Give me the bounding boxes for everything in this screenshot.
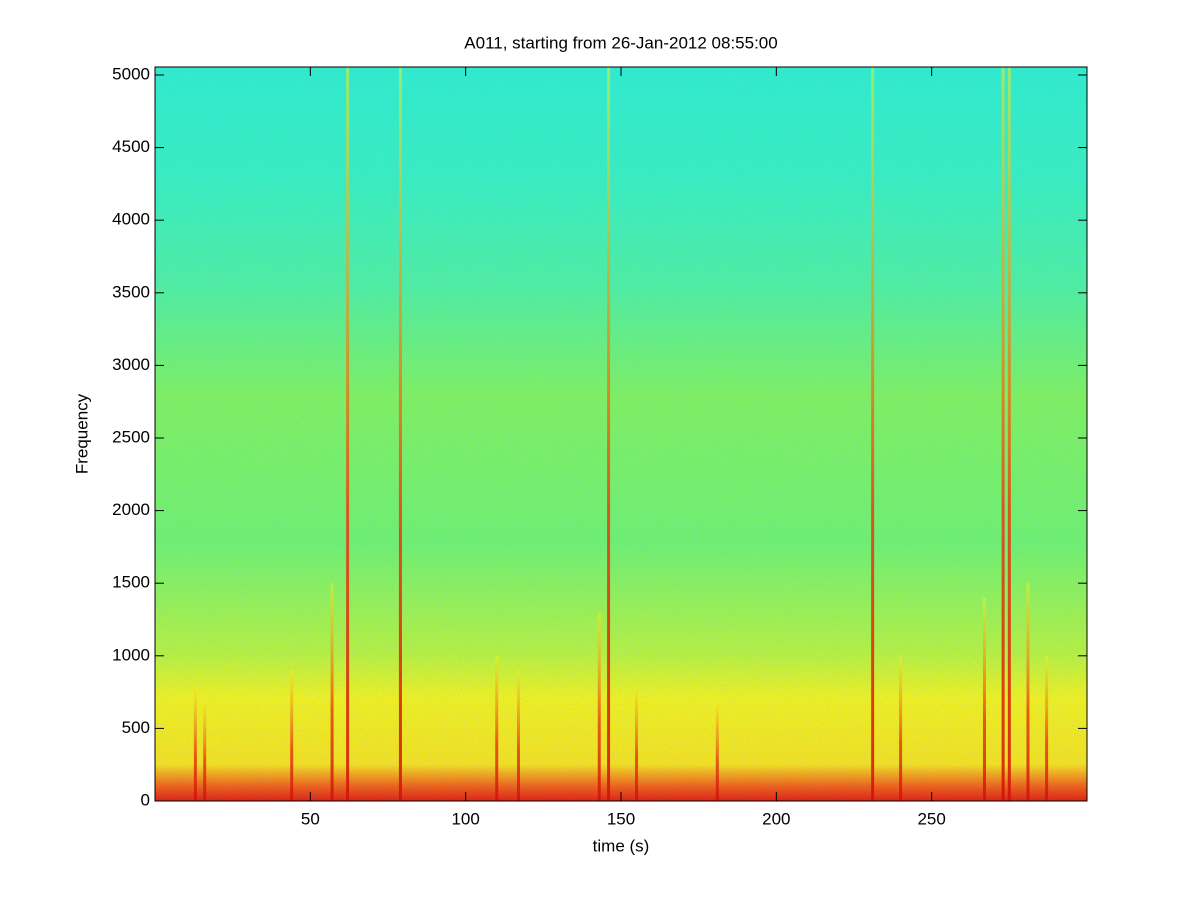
y-tick-label: 500 xyxy=(122,718,150,737)
spectral-streak xyxy=(1026,583,1030,801)
spectral-streak xyxy=(1045,655,1049,801)
spectral-streak xyxy=(871,67,875,801)
chart-title: A011, starting from 26-Jan-2012 08:55:00 xyxy=(464,33,777,52)
x-tick-label: 200 xyxy=(762,809,790,828)
spectral-streak xyxy=(398,67,402,801)
spectral-streak xyxy=(899,655,903,801)
spectral-streak xyxy=(1001,67,1005,801)
spectral-streak xyxy=(635,684,639,801)
y-axis-label: Frequency xyxy=(72,393,91,474)
spectral-streak xyxy=(290,670,294,801)
spectral-streak xyxy=(597,612,601,801)
spectral-streak xyxy=(495,655,499,801)
y-tick-label: 5000 xyxy=(112,64,150,83)
y-tick-label: 3000 xyxy=(112,355,150,374)
spectrogram-noise xyxy=(155,67,1087,801)
y-tick-label: 2000 xyxy=(112,500,150,519)
spectral-streak xyxy=(330,583,334,801)
spectral-streak xyxy=(516,670,520,801)
x-tick-label: 250 xyxy=(917,809,945,828)
y-tick-label: 3500 xyxy=(112,282,150,301)
spectral-streak xyxy=(715,699,719,801)
x-tick-label: 150 xyxy=(607,809,635,828)
spectral-streak xyxy=(982,597,986,801)
y-tick-label: 1000 xyxy=(112,645,150,664)
x-axis-label: time (s) xyxy=(593,836,650,855)
spectral-streak xyxy=(193,684,197,801)
spectral-streak xyxy=(607,67,611,801)
spectral-streak xyxy=(1007,67,1011,801)
y-tick-label: 4000 xyxy=(112,210,150,229)
y-tick-label: 1500 xyxy=(112,573,150,592)
y-tick-label: 2500 xyxy=(112,427,150,446)
y-tick-label: 4500 xyxy=(112,137,150,156)
spectral-streak xyxy=(203,699,207,801)
spectral-streak xyxy=(346,67,350,801)
y-tick-label: 0 xyxy=(141,790,150,809)
x-tick-label: 100 xyxy=(451,809,479,828)
x-tick-label: 50 xyxy=(301,809,320,828)
